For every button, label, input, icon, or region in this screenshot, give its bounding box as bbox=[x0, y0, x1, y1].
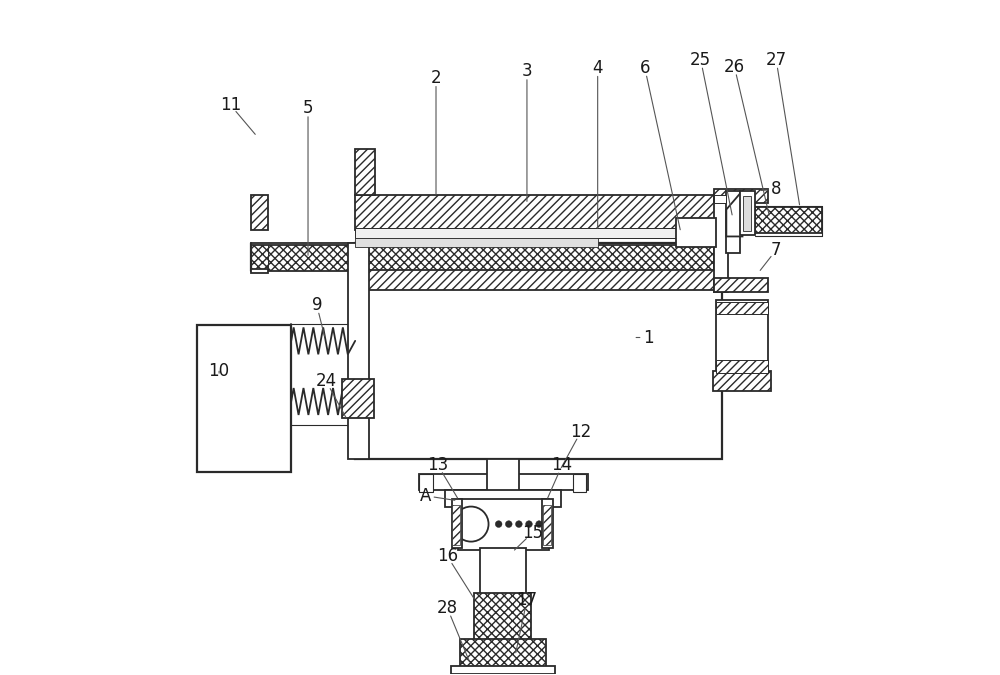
Bar bbox=[342, 379, 374, 418]
Text: 5: 5 bbox=[303, 99, 313, 117]
Bar bbox=[355, 243, 722, 459]
Bar bbox=[713, 371, 771, 392]
Bar bbox=[714, 189, 768, 202]
Text: A: A bbox=[420, 487, 432, 505]
Bar bbox=[452, 504, 460, 545]
Circle shape bbox=[495, 520, 502, 527]
Bar bbox=[716, 300, 768, 373]
Circle shape bbox=[536, 520, 542, 527]
Text: 14: 14 bbox=[551, 456, 573, 475]
Text: 2: 2 bbox=[431, 69, 441, 87]
Text: 11: 11 bbox=[220, 96, 241, 114]
Bar bbox=[714, 194, 726, 202]
Text: 27: 27 bbox=[766, 51, 787, 69]
Text: 15: 15 bbox=[522, 524, 543, 542]
Bar bbox=[355, 149, 375, 194]
Text: 10: 10 bbox=[209, 362, 230, 380]
Bar bbox=[355, 238, 598, 246]
Text: 28: 28 bbox=[437, 599, 458, 618]
Bar bbox=[716, 302, 768, 314]
Bar bbox=[755, 207, 822, 233]
Text: 4: 4 bbox=[592, 59, 603, 77]
Text: 9: 9 bbox=[312, 296, 322, 314]
Bar bbox=[419, 474, 433, 493]
Bar bbox=[714, 278, 768, 292]
Bar bbox=[251, 244, 714, 271]
Bar bbox=[474, 593, 531, 641]
Text: 13: 13 bbox=[427, 456, 449, 475]
Bar bbox=[451, 666, 555, 674]
Bar bbox=[445, 491, 561, 507]
Bar bbox=[716, 360, 768, 373]
Circle shape bbox=[515, 520, 522, 527]
Bar bbox=[543, 504, 551, 545]
Bar bbox=[487, 459, 519, 507]
Bar bbox=[452, 500, 462, 547]
Text: 17: 17 bbox=[516, 591, 538, 610]
Bar bbox=[742, 196, 751, 231]
Bar bbox=[197, 325, 291, 472]
Circle shape bbox=[505, 520, 512, 527]
Bar bbox=[348, 243, 369, 459]
Bar bbox=[726, 190, 740, 253]
Bar bbox=[714, 194, 728, 292]
Text: 6: 6 bbox=[640, 59, 650, 77]
Text: 24: 24 bbox=[316, 373, 337, 390]
Bar bbox=[740, 191, 755, 235]
Text: 3: 3 bbox=[522, 62, 532, 80]
Text: 7: 7 bbox=[771, 241, 781, 259]
Bar bbox=[251, 194, 268, 230]
Text: 8: 8 bbox=[771, 180, 781, 198]
Bar bbox=[355, 270, 722, 290]
Text: 16: 16 bbox=[437, 547, 458, 566]
Bar bbox=[460, 639, 546, 668]
Bar bbox=[458, 500, 548, 549]
Text: 1: 1 bbox=[643, 329, 654, 346]
Bar bbox=[480, 547, 526, 595]
Text: 25: 25 bbox=[690, 51, 711, 69]
Bar bbox=[419, 474, 588, 491]
Bar bbox=[251, 269, 268, 273]
Circle shape bbox=[526, 520, 532, 527]
Text: 26: 26 bbox=[724, 57, 745, 76]
Bar bbox=[676, 217, 716, 247]
Bar bbox=[542, 500, 553, 547]
Text: 12: 12 bbox=[570, 423, 591, 441]
Polygon shape bbox=[726, 190, 742, 236]
Bar bbox=[573, 474, 586, 493]
Bar bbox=[355, 194, 722, 230]
Bar bbox=[355, 228, 695, 238]
